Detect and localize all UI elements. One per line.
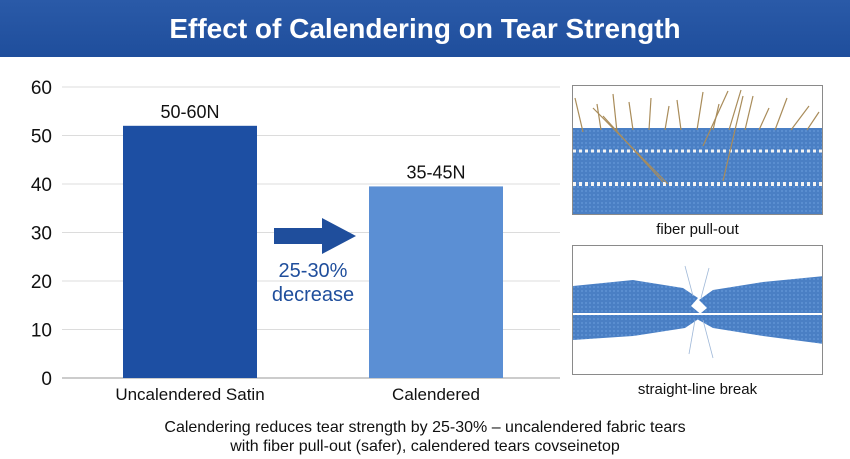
footer-line-2: with fiber pull-out (safer), calendered … xyxy=(230,438,620,455)
right-arrow-icon xyxy=(274,218,356,254)
y-tick-label: 10 xyxy=(31,321,52,342)
footer-line-1: Calendering reduces tear strength by 25-… xyxy=(164,419,686,436)
bar-chart: 0 10 20 30 40 50 60 50-60N 35-45N Uncalendered … xyxy=(31,78,560,404)
y-tick-label: 30 xyxy=(31,224,52,245)
bar-data-label: 35-45N xyxy=(406,162,465,182)
fiber-pull-out-panel xyxy=(572,85,823,215)
x-category-label: Calendered xyxy=(392,385,480,404)
bar-data-label: 50-60N xyxy=(160,102,219,122)
chart-title: Effect of Calendering on Tear Strength xyxy=(169,12,681,44)
annotation-line-1: 25-30% xyxy=(279,260,348,282)
y-tick-label: 60 xyxy=(31,78,52,99)
y-tick-label: 40 xyxy=(31,175,52,196)
y-tick-label: 20 xyxy=(31,272,52,293)
bar xyxy=(369,186,503,378)
title-bar: Effect of Calendering on Tear Strength xyxy=(0,0,850,57)
y-tick-label: 50 xyxy=(31,127,52,148)
annotation-line-2: decrease xyxy=(272,284,354,306)
fiber-pull-out-fabric-image xyxy=(573,86,822,214)
straight-line-break-caption: straight-line break xyxy=(637,381,758,398)
data-labels: 50-60N 35-45N xyxy=(160,102,465,183)
x-category-label: Uncalendered Satin xyxy=(115,385,264,404)
fiber-pull-out-caption: fiber pull-out xyxy=(656,221,739,238)
decrease-annotation: 25-30% decrease xyxy=(272,218,356,306)
y-tick-label: 0 xyxy=(41,369,52,390)
straight-line-break-panel xyxy=(572,245,823,375)
bars xyxy=(123,125,503,378)
x-axis-categories: Uncalendered Satin Calendered xyxy=(115,385,480,404)
torn-fabric-image xyxy=(573,246,822,374)
footer-caption: Calendering reduces tear strength by 25-… xyxy=(60,418,790,456)
bar xyxy=(123,125,257,378)
y-axis-ticks: 0 10 20 30 40 50 60 xyxy=(31,78,52,390)
